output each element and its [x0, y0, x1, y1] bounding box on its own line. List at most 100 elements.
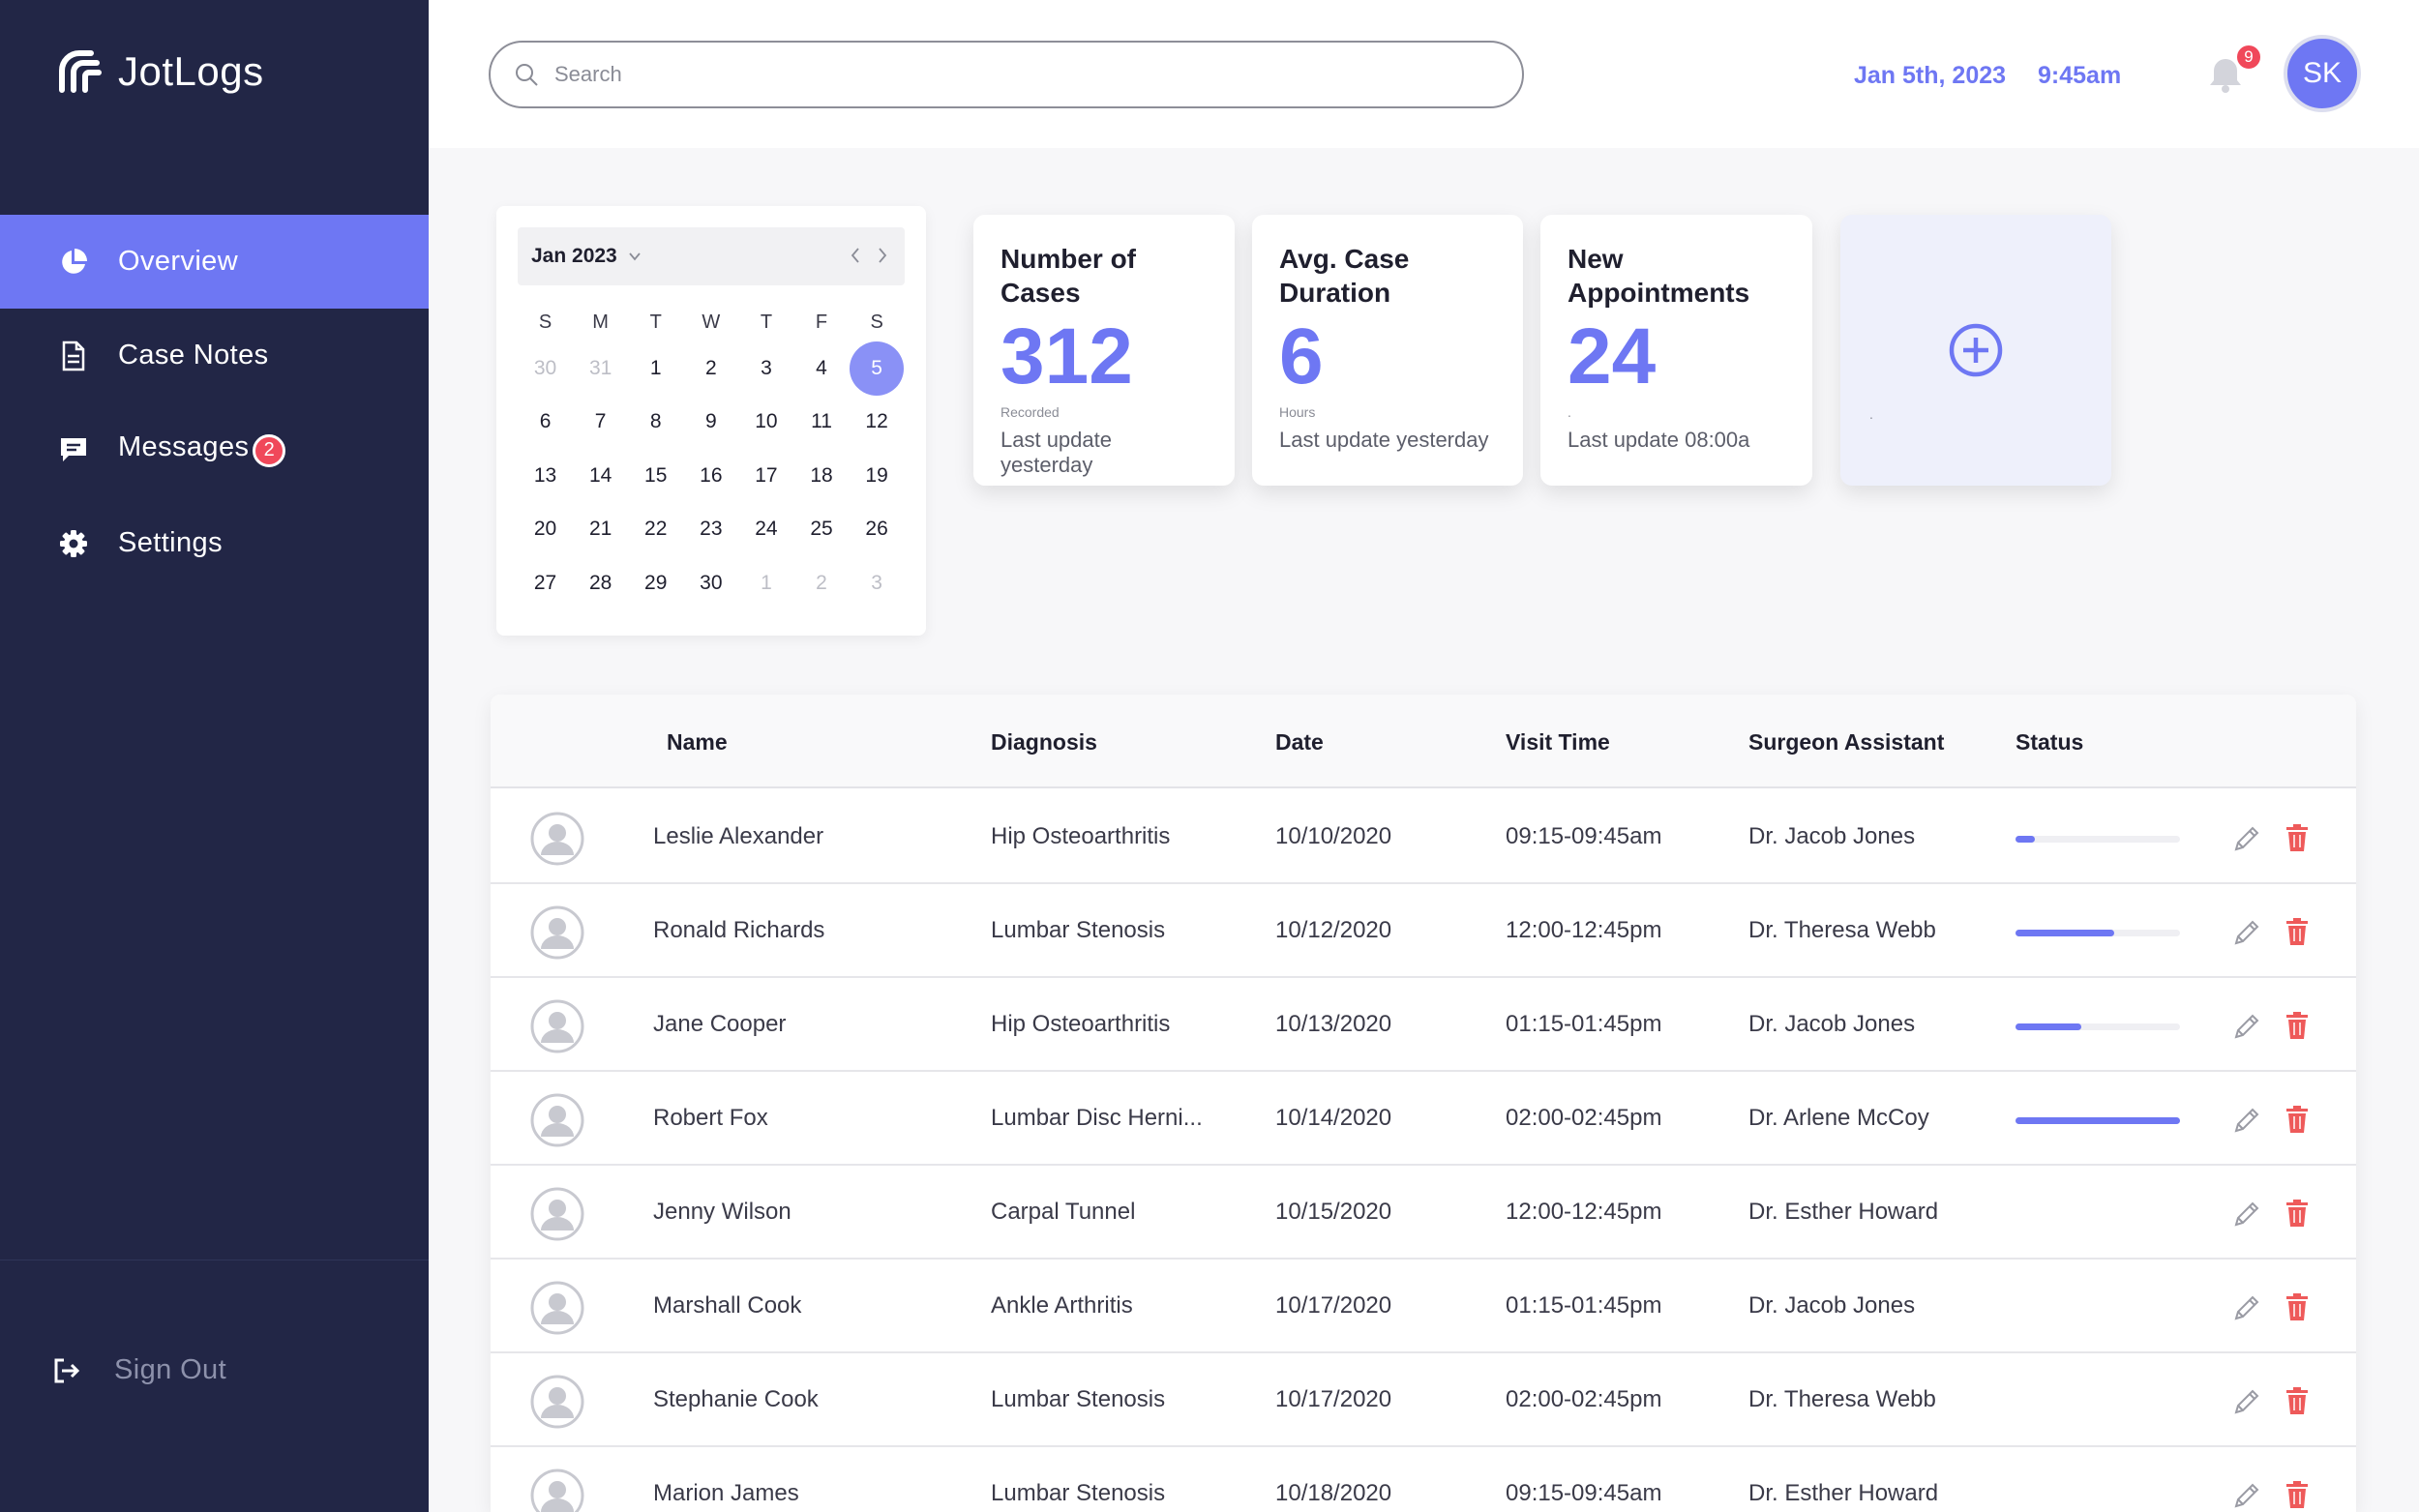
trash-icon[interactable] — [2285, 1386, 2310, 1415]
table-row[interactable]: Marshall Cook Ankle Arthritis 10/17/2020 01… — [491, 1260, 2356, 1353]
notification-count-badge: 9 — [2235, 44, 2262, 71]
calendar-day[interactable]: 28 — [588, 571, 612, 594]
message-icon — [58, 434, 89, 465]
pencil-icon[interactable] — [2231, 823, 2262, 854]
cell-name: Robert Fox — [653, 1105, 768, 1131]
calendar-day[interactable]: 16 — [700, 463, 723, 487]
calendar-week-row: 27 28 29 30 1 2 3 — [518, 556, 905, 610]
patient-avatar-icon — [530, 1187, 584, 1241]
stat-card-cases[interactable]: Number of Cases 312 Recorded Last update… — [973, 215, 1235, 486]
cell-diagnosis: Hip Osteoarthritis — [991, 823, 1171, 849]
chevron-down-icon[interactable] — [627, 249, 642, 264]
trash-icon[interactable] — [2285, 1105, 2310, 1134]
calendar-day[interactable]: 20 — [533, 518, 557, 541]
calendar-day[interactable]: 15 — [644, 463, 668, 487]
search-input[interactable] — [554, 62, 1483, 87]
calendar-day[interactable]: 14 — [588, 463, 612, 487]
calendar-day[interactable]: 10 — [755, 410, 778, 433]
calendar-week-row: 6 7 8 9 10 11 12 — [518, 396, 905, 450]
sidebar-item-case-notes[interactable]: Case Notes — [0, 309, 429, 402]
calendar-day[interactable]: 3 — [761, 356, 772, 379]
user-avatar[interactable]: SK — [2284, 35, 2361, 112]
stat-card-appointments[interactable]: New Appointments 24 . Last update 08:00a — [1540, 215, 1812, 486]
table-row[interactable]: Jane Cooper Hip Osteoarthritis 10/13/2020 0… — [491, 978, 2356, 1072]
calendar-day[interactable]: 30 — [533, 356, 557, 379]
stat-card-duration[interactable]: Avg. Case Duration 6 Hours Last update y… — [1252, 215, 1523, 486]
table-row[interactable]: Jenny Wilson Carpal Tunnel 10/15/2020 12:00… — [491, 1166, 2356, 1260]
search-box[interactable] — [489, 41, 1524, 108]
calendar-day[interactable]: 21 — [588, 518, 612, 541]
cell-assistant: Dr. Theresa Webb — [1748, 1386, 1936, 1412]
calendar-day[interactable]: 31 — [588, 356, 612, 379]
trash-icon[interactable] — [2285, 1011, 2310, 1040]
calendar-day-selected[interactable]: 5 — [850, 341, 905, 396]
sidebar-item-settings[interactable]: Settings — [0, 496, 429, 590]
column-header-status[interactable]: Status — [2016, 729, 2084, 755]
sign-out-button[interactable]: Sign Out — [52, 1354, 226, 1386]
pencil-icon[interactable] — [2231, 1480, 2262, 1511]
calendar-day[interactable]: 23 — [700, 518, 723, 541]
stat-card-unit: . — [1568, 404, 1571, 420]
sign-out-label: Sign Out — [114, 1354, 227, 1385]
calendar-day[interactable]: 3 — [871, 571, 882, 594]
chevron-right-icon[interactable] — [876, 245, 889, 266]
weekday-label: F — [815, 311, 828, 333]
calendar-day[interactable]: 26 — [865, 518, 888, 541]
table-row[interactable]: Robert Fox Lumbar Disc Herni... 10/14/2020… — [491, 1072, 2356, 1166]
pencil-icon[interactable] — [2231, 1105, 2262, 1136]
calendar-day[interactable]: 2 — [704, 356, 717, 379]
pencil-icon[interactable] — [2231, 1386, 2262, 1417]
calendar-day[interactable]: 12 — [865, 410, 888, 433]
column-header-diagnosis[interactable]: Diagnosis — [991, 729, 1097, 755]
table-row[interactable]: Ronald Richards Lumbar Stenosis 10/12/2020… — [491, 884, 2356, 978]
cell-visit-time: 12:00-12:45pm — [1506, 917, 1662, 943]
app-logo[interactable]: JotLogs — [58, 48, 264, 95]
calendar-day[interactable]: 29 — [644, 571, 668, 594]
calendar-day[interactable]: 9 — [704, 410, 717, 433]
trash-icon[interactable] — [2285, 823, 2310, 852]
calendar-day[interactable]: 30 — [700, 571, 723, 594]
trash-icon[interactable] — [2285, 1292, 2310, 1321]
calendar-day[interactable]: 4 — [816, 356, 827, 379]
bell-icon[interactable] — [2204, 53, 2247, 96]
pencil-icon[interactable] — [2231, 1199, 2262, 1230]
trash-icon[interactable] — [2285, 917, 2310, 946]
calendar-day[interactable]: 17 — [755, 463, 778, 487]
calendar-day[interactable]: 19 — [865, 463, 888, 487]
sidebar-item-messages[interactable]: Messages 2 — [0, 402, 429, 496]
pencil-icon[interactable] — [2231, 1292, 2262, 1323]
calendar-day[interactable]: 27 — [533, 571, 557, 594]
sidebar-item-overview[interactable]: Overview — [0, 215, 429, 309]
calendar-day[interactable]: 13 — [533, 463, 557, 487]
calendar-day[interactable]: 8 — [649, 410, 662, 433]
table-row[interactable]: Stephanie Cook Lumbar Stenosis 10/17/2020 0… — [491, 1353, 2356, 1447]
chevron-left-icon[interactable] — [849, 245, 862, 266]
cell-visit-time: 12:00-12:45pm — [1506, 1199, 1662, 1225]
cell-visit-time: 09:15-09:45am — [1506, 823, 1662, 849]
calendar-day[interactable]: 1 — [761, 571, 772, 594]
cell-diagnosis: Lumbar Disc Herni... — [991, 1105, 1203, 1131]
calendar-month-label[interactable]: Jan 2023 — [531, 245, 617, 267]
add-widget-card[interactable]: . — [1840, 215, 2111, 486]
calendar-header: Jan 2023 — [518, 227, 905, 285]
column-header-visit-time[interactable]: Visit Time — [1506, 729, 1610, 755]
calendar-day[interactable]: 2 — [816, 571, 827, 594]
table-row[interactable]: Leslie Alexander Hip Osteoarthritis 10/10/… — [491, 790, 2356, 884]
calendar-day[interactable]: 1 — [649, 356, 662, 379]
column-header-assistant[interactable]: Surgeon Assistant — [1748, 729, 1945, 755]
calendar-day[interactable]: 24 — [755, 518, 778, 541]
calendar-day[interactable]: 18 — [810, 463, 833, 487]
pencil-icon[interactable] — [2231, 1011, 2262, 1042]
column-header-date[interactable]: Date — [1275, 729, 1324, 755]
trash-icon[interactable] — [2285, 1480, 2310, 1509]
calendar-day[interactable]: 6 — [539, 410, 552, 433]
column-header-name[interactable]: Name — [667, 729, 728, 755]
calendar-day[interactable]: 25 — [810, 518, 833, 541]
table-row[interactable]: Marion James Lumbar Stenosis 10/18/2020 09:… — [491, 1447, 2356, 1512]
calendar-day[interactable]: 11 — [811, 410, 832, 433]
trash-icon[interactable] — [2285, 1199, 2310, 1228]
calendar-day[interactable]: 7 — [594, 410, 607, 433]
pencil-icon[interactable] — [2231, 917, 2262, 948]
calendar-day[interactable]: 22 — [644, 518, 668, 541]
status-progress-fill — [2016, 1117, 2180, 1124]
